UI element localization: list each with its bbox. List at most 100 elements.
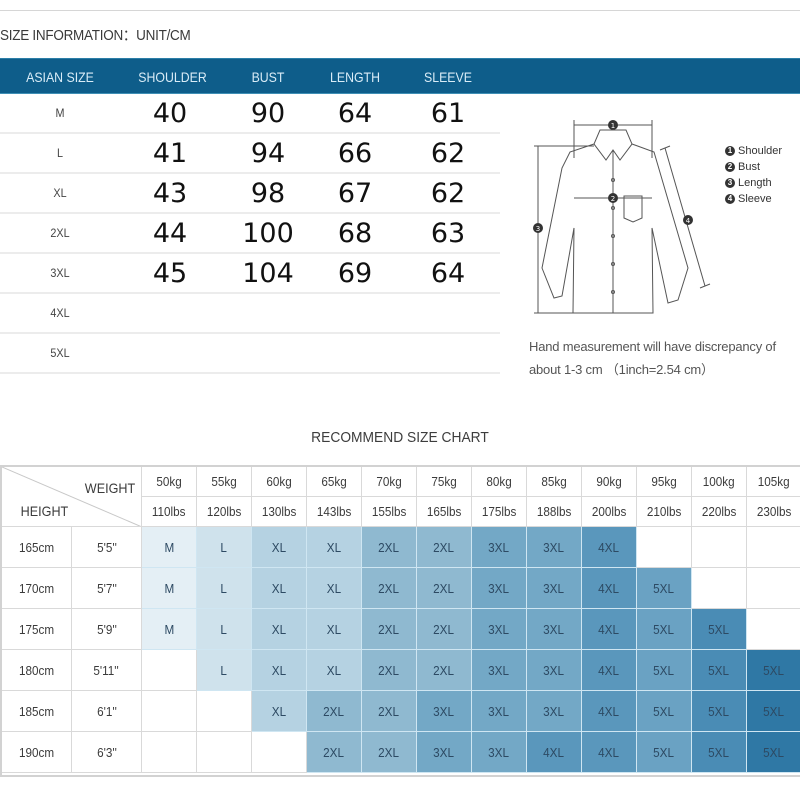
height-cm-cell: 180cm xyxy=(2,650,72,691)
height-ft-cell-text: 5'9'' xyxy=(96,622,117,637)
recommended-size-cell: 4XL xyxy=(582,609,637,650)
recommended-size-cell: XL xyxy=(307,609,362,650)
recommended-size-cell-text: XL xyxy=(326,663,342,678)
recommended-size-cell-text: 5XL xyxy=(763,745,785,760)
recommended-size-cell-text: XL xyxy=(271,704,287,719)
recommended-size-cell-text: 2XL xyxy=(378,622,400,637)
length-value: 66 xyxy=(337,138,373,169)
height-cm-cell-text: 170cm xyxy=(18,581,55,596)
weight-kg-header-text: 80kg xyxy=(486,474,512,489)
recommended-size-cell-text: 3XL xyxy=(543,622,565,637)
weight-lbs-header: 155lbs xyxy=(362,497,417,527)
weight-kg-header-text: 60kg xyxy=(266,474,292,489)
column-header-sleeve: SLEEVE xyxy=(424,69,472,85)
weight-lbs-header-text: 165lbs xyxy=(426,504,462,519)
height-cm-cell: 175cm xyxy=(2,609,72,650)
legend-label: Sleeve xyxy=(738,193,772,205)
weight-lbs-header-text: 120lbs xyxy=(206,504,242,519)
height-cm-cell: 170cm xyxy=(2,568,72,609)
diagram-legend: 1 Shoulder 2 Bust 3 Length 4 Sleeve xyxy=(725,143,782,207)
recommended-size-cell: 4XL xyxy=(582,650,637,691)
recommended-size-cell-text: XL xyxy=(326,581,342,596)
recommended-size-cell: M xyxy=(142,568,197,609)
recommended-size-cell: XL xyxy=(307,650,362,691)
recommended-size-cell: M xyxy=(142,527,197,568)
weight-kg-header-text: 75kg xyxy=(431,474,457,489)
number-2-icon: 2 xyxy=(725,162,735,172)
recommended-size-cell: 5XL xyxy=(637,609,692,650)
note-line-2: about 1-3 cm （1inch=2.54 cm） xyxy=(529,362,714,377)
recommended-size-cell-text: L xyxy=(220,622,228,637)
recommended-size-cell: 2XL xyxy=(362,650,417,691)
recommended-size-cell: 2XL xyxy=(362,691,417,732)
recommended-size-cell-text: 2XL xyxy=(378,745,400,760)
recommended-size-cell xyxy=(747,527,800,568)
height-cm-cell: 165cm xyxy=(2,527,72,568)
weight-lbs-header-text: 175lbs xyxy=(481,504,517,519)
recommended-size-cell-text: 5XL xyxy=(653,745,675,760)
weight-lbs-header: 110lbs xyxy=(142,497,197,527)
column-header-asian-size: ASIAN SIZE xyxy=(26,69,94,85)
sleeve-value: 61 xyxy=(430,98,466,129)
recommended-size-cell-text: 3XL xyxy=(488,540,510,555)
recommended-size-cell: 3XL xyxy=(472,527,527,568)
size-label: 2XL xyxy=(50,226,70,240)
sleeve-value: 62 xyxy=(430,138,466,169)
recommended-size-cell-text: 3XL xyxy=(543,704,565,719)
weight-lbs-header: 230lbs xyxy=(747,497,800,527)
recommended-size-cell xyxy=(747,568,800,609)
recommended-size-cell-text: 2XL xyxy=(323,704,345,719)
length-value: 68 xyxy=(337,218,373,249)
recommended-size-cell-text: 4XL xyxy=(543,745,565,760)
svg-text:2: 2 xyxy=(611,195,615,203)
weight-lbs-header-text: 130lbs xyxy=(261,504,297,519)
recommended-size-cell: 2XL xyxy=(417,527,472,568)
bust-value: 90 xyxy=(250,98,286,129)
shoulder-value: 44 xyxy=(152,218,188,249)
height-cm-cell-text: 190cm xyxy=(18,745,55,760)
recommended-size-cell xyxy=(252,732,307,773)
recommended-size-cell: 3XL xyxy=(472,609,527,650)
recommended-size-cell-text: 2XL xyxy=(433,540,455,555)
recommended-size-cell: XL xyxy=(252,568,307,609)
weight-lbs-header-text: 188lbs xyxy=(536,504,572,519)
recommended-size-cell-text: L xyxy=(220,581,228,596)
size-table-row: 4XL xyxy=(0,294,500,334)
weight-lbs-header: 175lbs xyxy=(472,497,527,527)
note-line-1: Hand measurement will have discrepancy o… xyxy=(529,339,776,354)
recommended-size-cell-text: M xyxy=(164,540,174,555)
weight-kg-header: 95kg xyxy=(637,467,692,497)
recommended-size-cell-text: 2XL xyxy=(323,745,345,760)
size-table-row: 3XL 45 104 69 64 xyxy=(0,254,500,294)
weight-lbs-header: 210lbs xyxy=(637,497,692,527)
recommended-size-cell: L xyxy=(197,527,252,568)
recommended-size-cell-text: M xyxy=(164,581,174,596)
recommended-size-cell-text: 2XL xyxy=(378,540,400,555)
recommended-size-cell: XL xyxy=(252,527,307,568)
recommended-size-cell-text: XL xyxy=(271,540,287,555)
recommended-size-cell xyxy=(692,568,747,609)
height-cm-cell: 190cm xyxy=(2,732,72,773)
recommended-size-cell: 4XL xyxy=(582,732,637,773)
recommended-size-cell xyxy=(692,527,747,568)
recommended-size-cell: 3XL xyxy=(472,568,527,609)
height-ft-cell-text: 6'3'' xyxy=(96,745,117,760)
recommended-size-cell-text: 2XL xyxy=(378,704,400,719)
recommended-size-cell-text: 5XL xyxy=(653,663,675,678)
weight-kg-header-text: 55kg xyxy=(211,474,237,489)
recommended-size-cell: 5XL xyxy=(747,732,800,773)
recommended-size-cell: 2XL xyxy=(417,568,472,609)
recommended-size-cell: 5XL xyxy=(747,650,800,691)
recommended-size-cell: 4XL xyxy=(582,527,637,568)
height-ft-cell: 5'9'' xyxy=(72,609,142,650)
recommended-size-cell: 5XL xyxy=(692,650,747,691)
recommended-size-cell-text: 3XL xyxy=(543,540,565,555)
height-ft-cell-text: 5'7'' xyxy=(96,581,117,596)
recommended-size-cell-text: 2XL xyxy=(433,622,455,637)
weight-kg-header: 105kg xyxy=(747,467,800,497)
weight-kg-header: 55kg xyxy=(197,467,252,497)
height-ft-cell-text: 5'11'' xyxy=(93,663,120,678)
weight-lbs-header: 200lbs xyxy=(582,497,637,527)
number-3-icon: 3 xyxy=(725,178,735,188)
length-value: 69 xyxy=(337,258,373,289)
